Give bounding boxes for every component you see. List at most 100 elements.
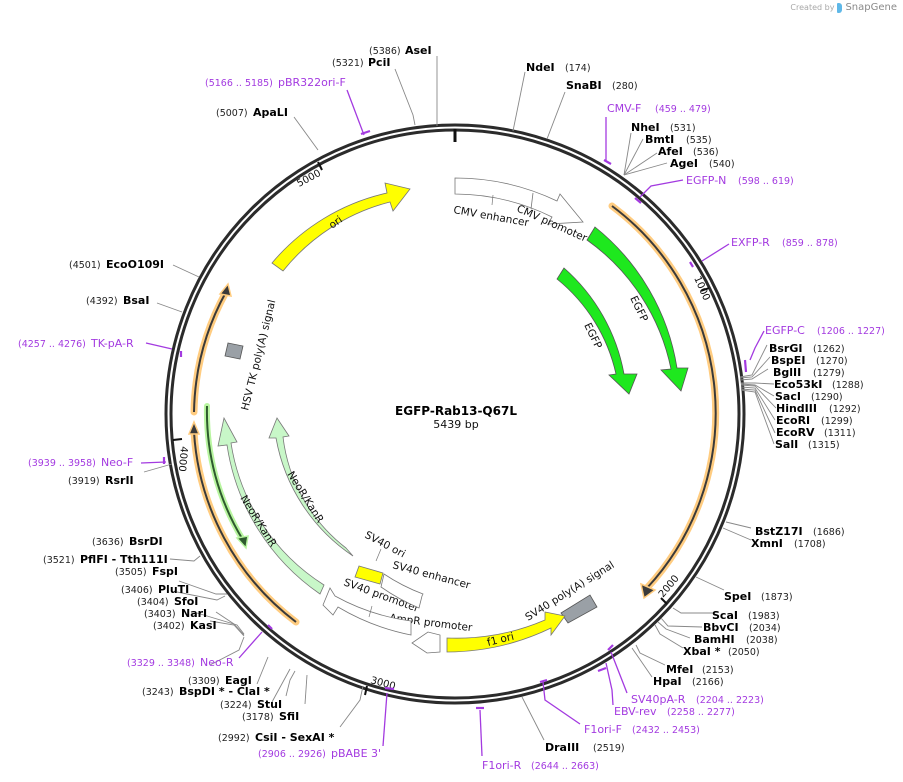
primer-neo-f[interactable]: (3939 .. 3958) Neo-F	[28, 456, 133, 469]
site-scai[interactable]: ScaI (1983)	[712, 609, 780, 622]
site-nari[interactable]: (3403) NarI	[144, 607, 207, 620]
site-bsrgi[interactable]: BsrGI (1262)	[769, 342, 845, 355]
site-ecorv[interactable]: EcoRV (1311)	[776, 426, 856, 439]
svg-text:pBABE 3': pBABE 3'	[331, 747, 381, 760]
site-eco0109i[interactable]: (4501) EcoO109I	[69, 258, 164, 271]
svg-text:(3243): (3243)	[142, 687, 174, 698]
svg-text:(5007): (5007)	[216, 108, 248, 119]
svg-text:(1279): (1279)	[813, 368, 845, 379]
site-agei[interactable]: AgeI (540)	[670, 157, 735, 170]
primer-pbabe-3[interactable]: (2906 .. 2926) pBABE 3'	[258, 747, 381, 760]
svg-text:EcoO109I: EcoO109I	[106, 258, 164, 271]
svg-text:CsiI - SexAI *: CsiI - SexAI *	[255, 731, 335, 744]
svg-text:(536): (536)	[693, 147, 719, 158]
primer-f1ori-r[interactable]: F1ori-R (2644 .. 2663)	[482, 759, 599, 772]
svg-text:HpaI: HpaI	[653, 675, 682, 688]
feature-egfp-inner: EGFP	[556, 267, 638, 395]
primer-egfp-n[interactable]: EGFP-N (598 .. 619)	[686, 174, 794, 187]
site-xbai[interactable]: XbaI * (2050)	[683, 645, 760, 658]
site-draiii[interactable]: DraIII (2519)	[545, 741, 625, 754]
svg-text:(540): (540)	[709, 159, 735, 170]
svg-text:BsrDI: BsrDI	[129, 535, 163, 548]
primer-ebv-rev[interactable]: EBV-rev (2258 .. 2277)	[614, 705, 735, 718]
site-afei[interactable]: AfeI (536)	[658, 145, 719, 158]
site-leaders	[143, 56, 777, 741]
site-bspei[interactable]: BspEI (1270)	[771, 354, 848, 367]
svg-text:SfoI: SfoI	[174, 595, 198, 608]
primer-cmv-f[interactable]: CMV-F (459 .. 479)	[607, 102, 711, 115]
site-fspi[interactable]: (3505) FspI	[115, 565, 178, 578]
svg-text:EGFP-C: EGFP-C	[765, 324, 805, 337]
site-pflfi-tth111i[interactable]: (3521) PflFI - Tth111I	[43, 553, 168, 566]
site-rsrii[interactable]: (3919) RsrII	[68, 474, 134, 487]
tick-1000: 1000	[691, 275, 711, 303]
svg-text:PciI: PciI	[368, 56, 390, 69]
site-ecori[interactable]: EcoRI (1299)	[776, 414, 853, 427]
svg-text:BstZ17I: BstZ17I	[755, 525, 803, 538]
svg-text:Neo-R: Neo-R	[200, 656, 234, 669]
svg-text:SV40 ori: SV40 ori	[363, 529, 408, 560]
svg-text:AgeI: AgeI	[670, 157, 698, 170]
svg-text:EcoRI: EcoRI	[776, 414, 810, 427]
primer-tk-pa-r[interactable]: (4257 .. 4276) TK-pA-R	[18, 337, 134, 350]
feature-egfp-outer: EGFP	[586, 226, 689, 392]
site-bmti[interactable]: BmtI (535)	[645, 133, 712, 146]
svg-text:(4501): (4501)	[69, 260, 101, 271]
restriction-sites: (5386) AseI (5321) PciI (5007) ApaLI NdeI (1…	[43, 44, 864, 754]
svg-text:(598 .. 619): (598 .. 619)	[738, 176, 794, 187]
svg-text:(5321): (5321)	[332, 58, 364, 69]
svg-text:(3404): (3404)	[137, 597, 169, 608]
svg-text:(2204 .. 2223): (2204 .. 2223)	[696, 695, 764, 706]
site-bsrdi[interactable]: (3636) BsrDI	[92, 535, 163, 548]
site-bstz17i[interactable]: BstZ17I (1686)	[755, 525, 845, 538]
site-ndei[interactable]: NdeI (174)	[526, 61, 591, 74]
site-sfoi[interactable]: (3404) SfoI	[137, 595, 198, 608]
primer-neo-r[interactable]: (3329 .. 3348) Neo-R	[127, 656, 234, 669]
site-hpai[interactable]: HpaI (2166)	[653, 675, 724, 688]
site-nhei[interactable]: NheI (531)	[631, 121, 696, 134]
site-bglii[interactable]: BglII (1279)	[773, 366, 845, 379]
svg-text:BsaI: BsaI	[123, 294, 149, 307]
primer-f1ori-f[interactable]: F1ori-F (2432 .. 2453)	[584, 723, 700, 736]
site-eagi[interactable]: (3309) EagI	[188, 674, 252, 687]
svg-text:(2034): (2034)	[749, 623, 781, 634]
svg-text:(1292): (1292)	[829, 404, 861, 415]
site-sfii[interactable]: (3178) SfiI	[242, 710, 299, 723]
primer-exfp-r[interactable]: EXFP-R (859 .. 878)	[731, 236, 838, 249]
svg-text:(1206 .. 1227): (1206 .. 1227)	[817, 326, 885, 337]
svg-text:(2050): (2050)	[728, 647, 760, 658]
site-pcii[interactable]: (5321) PciI	[332, 56, 390, 69]
feature-sv40-ori: SV40 ori	[354, 529, 408, 585]
svg-text:EBV-rev: EBV-rev	[614, 705, 657, 718]
site-csii-sexai[interactable]: (2992) CsiI - SexAI *	[218, 731, 335, 744]
svg-text:(5386): (5386)	[369, 46, 401, 57]
site-bspdi-clai[interactable]: (3243) BspDI * - ClaI *	[142, 685, 270, 698]
site-saci[interactable]: SacI (1290)	[775, 390, 843, 403]
site-spei[interactable]: SpeI (1873)	[724, 590, 793, 603]
site-bbvci[interactable]: BbvCI (2034)	[703, 621, 781, 634]
site-xmni[interactable]: XmnI (1708)	[751, 537, 826, 550]
site-snabi[interactable]: SnaBI (280)	[566, 79, 638, 92]
svg-text:HSV TK poly(A) signal: HSV TK poly(A) signal	[239, 298, 278, 411]
site-apali[interactable]: (5007) ApaLI	[216, 106, 288, 119]
site-stui[interactable]: (3224) StuI	[220, 698, 282, 711]
site-pluti[interactable]: (3406) PluTI	[121, 583, 189, 596]
site-eco53ki[interactable]: Eco53kI (1288)	[774, 378, 864, 391]
primer-egfp-c[interactable]: EGFP-C (1206 .. 1227)	[765, 324, 885, 337]
site-bsai[interactable]: (4392) BsaI	[86, 294, 149, 307]
site-asei[interactable]: (5386) AseI	[369, 44, 432, 57]
site-mfei[interactable]: MfeI (2153)	[666, 663, 734, 676]
svg-text:(2906 .. 2926): (2906 .. 2926)	[258, 749, 326, 760]
site-hindiii[interactable]: HindIII (1292)	[776, 402, 861, 415]
site-bamhi[interactable]: BamHI (2038)	[694, 633, 778, 646]
site-kasi[interactable]: (3402) KasI	[153, 619, 217, 632]
feature-f1-ori: f1 ori	[446, 611, 566, 653]
svg-text:(535): (535)	[686, 135, 712, 146]
primer-sv40pa-r[interactable]: SV40pA-R (2204 .. 2223)	[631, 693, 764, 706]
primer-leaders	[140, 89, 765, 757]
site-sali[interactable]: SalI (1315)	[775, 438, 840, 451]
svg-text:SfiI: SfiI	[279, 710, 299, 723]
svg-text:F1ori-F: F1ori-F	[584, 723, 622, 736]
primer-pbr322ori-f[interactable]: (5166 .. 5185) pBR322ori-F	[205, 76, 346, 89]
svg-text:4000: 4000	[176, 446, 189, 472]
